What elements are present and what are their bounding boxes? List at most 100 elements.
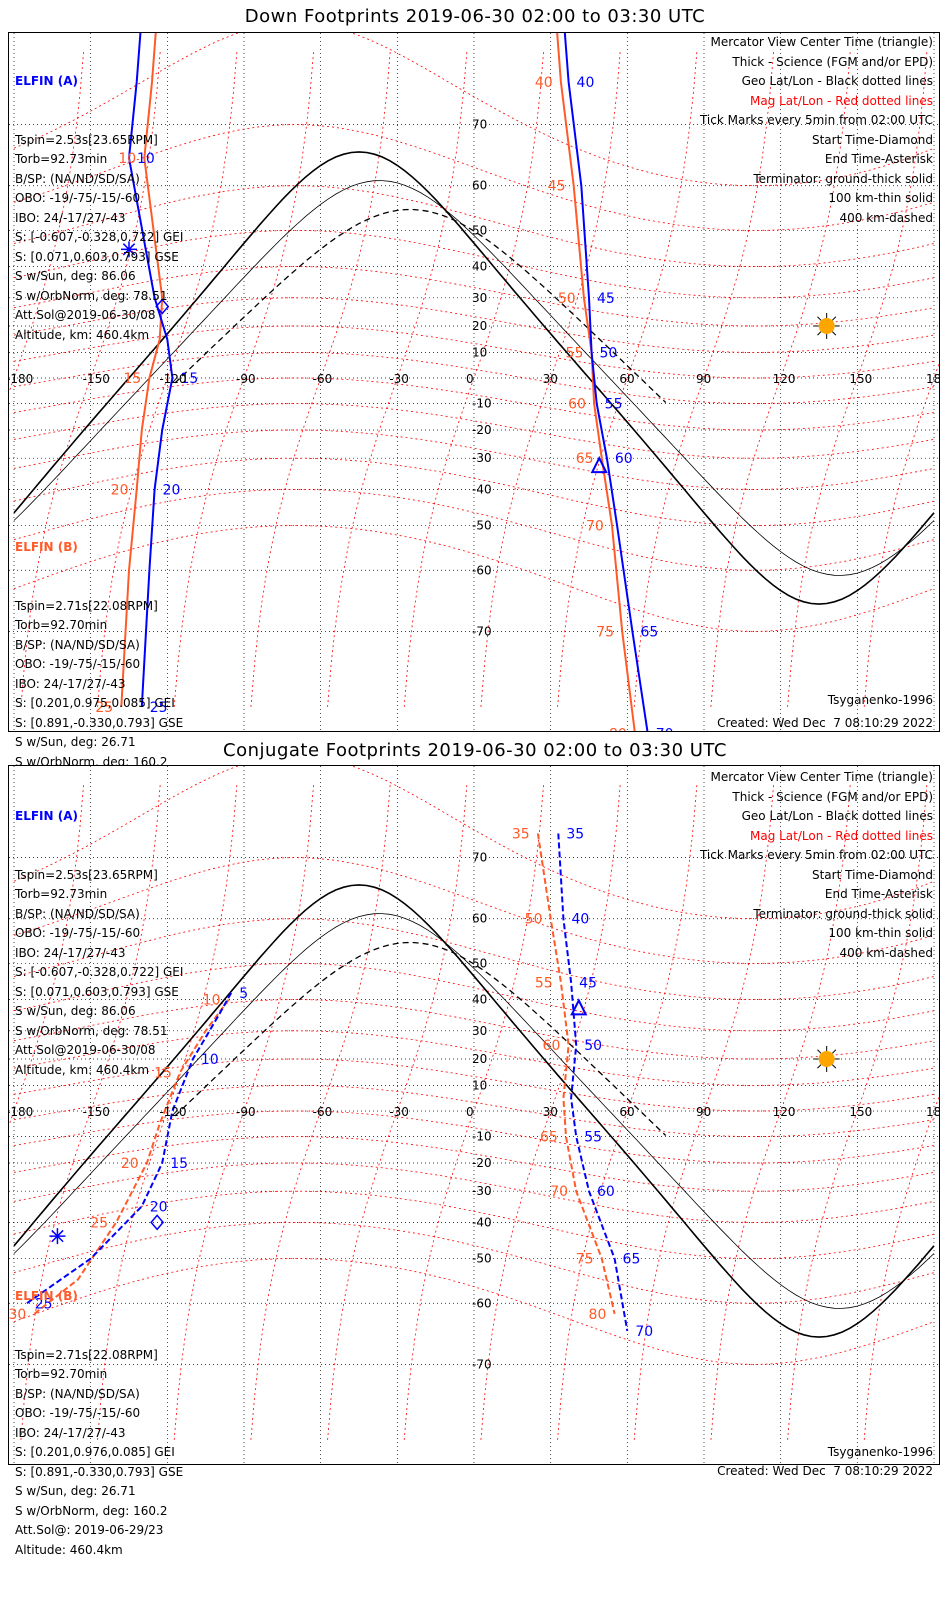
model-label: Tsyganenko-1996 — [827, 1445, 933, 1459]
longitude-label: -180 — [9, 1105, 33, 1119]
elfin-a-time-tick: 25 — [150, 700, 168, 716]
longitude-label: 150 — [849, 372, 872, 386]
elfin-a-info-line: S: [0.071,0.603,0.793] GSE — [15, 249, 179, 264]
panel-title: Down Footprints 2019-06-30 02:00 to 03:3… — [244, 6, 706, 27]
panel-title: Conjugate Footprints 2019-06-30 02:00 to… — [223, 740, 727, 761]
mag-parallel — [13, 457, 935, 527]
terminator-400km — [174, 208, 667, 403]
created-label: Created: Wed Dec 7 08:10:29 2022 — [717, 1464, 933, 1478]
latitude-label: 40 — [472, 260, 487, 274]
model-label: Tsyganenko-1996 — [827, 693, 933, 707]
elfin-a-info-line: Att.Sol@2019-06-30/08 — [15, 308, 156, 322]
latitude-label: -20 — [472, 423, 492, 437]
longitude-label: -120 — [159, 372, 186, 386]
elfin-b-info-lines: Tspin=2.71s[22.08RPM] Torb=92.70min B/SP: … — [15, 1346, 183, 1561]
mag-parallel — [13, 1221, 935, 1304]
elfin-b-info: ELFIN (B) Tspin=2.71s[22.08RPM] Torb=92.7… — [15, 1248, 183, 1599]
longitude-label: -60 — [313, 1105, 333, 1119]
sun-icon — [818, 317, 835, 334]
longitude-label: 150 — [849, 1105, 872, 1119]
elfin-a-time-tick: 5 — [239, 986, 248, 1002]
elfin-a-info-line: OBO: -19/-75/-15/-60 — [15, 191, 141, 205]
mag-meridian — [633, 782, 775, 1440]
legend-line: End Time-Asterisk — [824, 152, 933, 166]
mag-meridian — [173, 782, 315, 1440]
elfin-a-info-lines: Tspin=2.53s[23.65RPM] Torb=92.73min B/SP: … — [15, 131, 183, 346]
elfin-b-time-tick: 55 — [535, 975, 553, 991]
elfin-a-info-line: Altitude, km: 460.4km — [15, 327, 150, 342]
elfin-b-time-tick: 15 — [123, 371, 141, 387]
elfin-a-info-line: B/SP: (NA/ND/SD/SA) — [15, 906, 140, 921]
elfin-b-time-tick: 40 — [535, 75, 553, 91]
sun-ray-icon — [817, 1064, 822, 1069]
elfin-b-time-tick: 25 — [90, 1215, 108, 1231]
mag-parallel — [13, 1190, 935, 1260]
sun-ray-icon — [831, 1064, 837, 1069]
mag-meridian — [557, 49, 698, 707]
elfin-b-time-tick: 60 — [568, 397, 586, 413]
elfin-b-track-east — [556, 33, 636, 731]
legend-line: Start Time-Diamond — [811, 132, 933, 147]
latitude-label: 10 — [472, 1078, 487, 1092]
mag-meridian — [710, 782, 851, 1440]
elfin-b-info-line: OBO: -19/-75/-15/-60 — [15, 1406, 141, 1420]
latitude-label: -50 — [472, 1252, 492, 1266]
center-time-triangle-icon — [590, 455, 608, 474]
elfin-a-time-tick: 65 — [623, 1252, 641, 1268]
latitude-label: -10 — [472, 1130, 492, 1144]
mag-meridian — [97, 49, 238, 707]
elfin-b-time-tick: 60 — [543, 1038, 561, 1054]
longitude-label: 180 — [926, 1105, 939, 1119]
mag-parallel — [13, 403, 935, 459]
elfin-a-time-tick: 55 — [584, 1130, 602, 1146]
elfin-a-info-line: S w/Sun, deg: 86.06 — [15, 269, 136, 283]
latitude-label: 50 — [472, 223, 487, 237]
legend-line: Thick - Science (FGM and/or EPD) — [732, 54, 933, 69]
map-frame: 5101520253540455055606570510152025304045… — [8, 32, 940, 808]
elfin-b-time-tick: 70 — [586, 519, 604, 535]
mag-meridian — [480, 782, 621, 1440]
legend-line: Start Time-Diamond — [811, 867, 933, 882]
sun-ray-icon — [831, 331, 837, 336]
elfin-b-info-line: Torb=92.70min — [15, 618, 108, 632]
mercator-map: 5 10 15 20 25 35 40 45 50 55 60 65 70 10 15 20 25 30 35 50 5… — [9, 766, 939, 1464]
longitude-label: -150 — [83, 1105, 110, 1119]
mag-parallel — [13, 999, 935, 1060]
elfin-b-info-line: B/SP: (NA/ND/SD/SA) — [15, 1386, 140, 1401]
longitude-label: 120 — [773, 1105, 796, 1119]
elfin-a-time-tick: 60 — [615, 451, 633, 467]
elfin-b-time-tick: 25 — [95, 700, 113, 716]
elfin-a-track-west — [127, 33, 174, 707]
elfin-b-time-tick: 10 — [118, 151, 136, 167]
elfin-a-label: ELFIN (A) — [15, 74, 78, 88]
elfin-b-label: ELFIN (B) — [15, 540, 78, 554]
elfin-a-info-line: S w/Sun, deg: 86.06 — [15, 1004, 136, 1018]
longitude-label: 0 — [466, 1105, 474, 1119]
elfin-b-track-east — [536, 833, 616, 1315]
elfin-b-info-line: S w/OrbNorm, deg: 160.2 — [15, 1503, 168, 1518]
elfin-b-info-line: OBO: -19/-75/-15/-60 — [15, 657, 141, 671]
elfin-b-info-line: B/SP: (NA/ND/SD/SA) — [15, 637, 140, 652]
mag-meridian — [403, 49, 545, 707]
longitude-label: 60 — [619, 1105, 634, 1119]
mag-parallel — [13, 266, 935, 327]
elfin-a-time-tick: 45 — [597, 291, 615, 307]
elfin-a-time-tick: 45 — [579, 975, 597, 991]
elfin-a-time-tick: 15 — [180, 371, 198, 387]
legend-line: 100 km-thin solid — [828, 926, 933, 940]
elfin-a-info: ELFIN (A) Tspin=2.53s[23.65RPM] Torb=92.7… — [15, 33, 183, 384]
elfin-b-time-tick: 20 — [121, 1156, 139, 1172]
elfin-a-info-line: S: [-0.607,-0.328,0.722] GEI — [15, 965, 184, 979]
latitude-label: 10 — [472, 345, 487, 359]
elfin-a-track-east — [563, 33, 649, 731]
longitude-label: 60 — [619, 372, 634, 386]
mag-parallel — [13, 351, 935, 405]
elfin-b-time-tick: 45 — [548, 179, 566, 195]
elfin-b-time-tick: 75 — [576, 1252, 594, 1268]
legend-line: Mercator View Center Time (triangle) — [710, 35, 933, 49]
legend-line: Geo Lat/Lon - Black dotted lines — [741, 809, 933, 823]
elfin-a-time-tick: 50 — [600, 345, 618, 361]
legend-line: Mercator View Center Time (triangle) — [710, 770, 933, 784]
longitude-label: -150 — [83, 372, 110, 386]
terminator-100km — [13, 180, 935, 576]
